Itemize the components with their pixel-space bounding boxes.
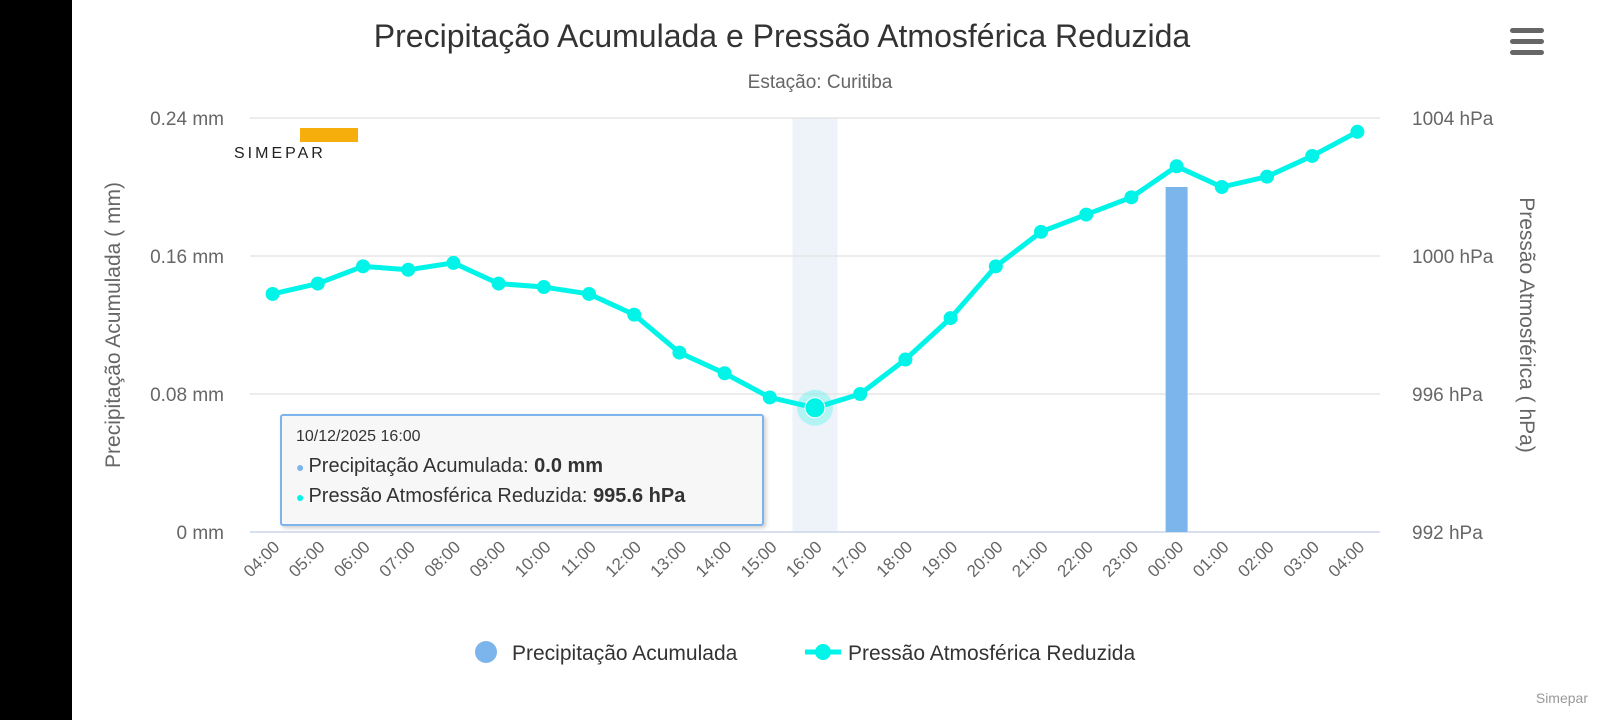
pressure-point [1124,190,1139,205]
chart-title: Precipitação Acumulada e Pressão Atmosfé… [374,18,1191,54]
x-tick-label: 07:00 [376,537,420,581]
tooltip: 10/12/2025 16:00 ● Precipitação Acumulada… [280,414,764,526]
tooltip-precip-value: 0.0 mm [534,455,604,477]
x-tick-label: 14:00 [692,537,736,581]
y-left-tick-label: 0.24 mm [150,109,224,130]
x-tick-label: 08:00 [421,537,465,581]
pressure-point [1034,224,1048,239]
tooltip-pressure-value: 995.6 hPa [593,485,686,507]
pressure-point [265,286,280,301]
pressure-point [898,352,913,367]
pressure-point [491,276,506,291]
y-left-tick-label: 0.08 mm [150,385,224,406]
x-tick-label: 18:00 [873,537,917,581]
x-tick-label: 21:00 [1008,537,1052,581]
x-tick-label: 12:00 [602,537,646,581]
x-tick-label: 03:00 [1280,537,1324,581]
x-tick-label: 23:00 [1099,537,1143,581]
pressure-point [672,345,687,360]
pressure-point [1214,180,1229,194]
pressure-point [582,286,596,301]
x-tick-label: 15:00 [737,537,781,581]
x-tick-label: 06:00 [330,537,374,581]
x-tick-label: 19:00 [918,537,962,581]
pressure-point [1079,207,1094,222]
y-right-axis-title: Pressão Atmosférica ( hPa) [1515,197,1538,453]
pressure-point [717,366,732,381]
legend-pressure[interactable]: Pressão Atmosférica Reduzida [848,642,1135,665]
legend-precip[interactable]: Precipitação Acumulada [512,642,738,665]
tooltip-pressure-label: Pressão Atmosférica Reduzida: [308,485,594,507]
y-right-tick-label: 1000 hPa [1412,247,1494,268]
x-tick-label: 10:00 [511,537,555,581]
logo-mark [300,128,358,142]
y-right-tick-label: 1004 hPa [1412,109,1494,130]
pressure-point [853,387,868,401]
tooltip-precip-label: Precipitação Acumulada: [308,455,535,477]
credit-link[interactable]: Simepar [1535,690,1588,706]
y-left-tick-label: 0 mm [177,523,225,544]
y-right-tick-label: 992 hPa [1412,523,1483,544]
pressure-point [446,255,461,270]
pressure-point [1169,159,1184,174]
pressure-point [627,307,642,322]
pressure-dot-icon: ● [296,489,305,505]
x-tick-label: 05:00 [285,537,329,581]
precip-bar [1165,187,1188,532]
hover-band [792,118,838,532]
simepar-logo: SIMEPAR [234,145,326,162]
pressure-point [988,259,1003,274]
pressure-point-active [804,397,826,419]
x-tick-label: 04:00 [240,537,284,581]
legend-precip-icon [475,641,497,663]
x-tick-label: 20:00 [963,537,1007,581]
pressure-point [1350,124,1365,139]
hamburger-menu-icon[interactable] [1510,28,1544,58]
precip-dot-icon: ● [296,459,305,475]
pressure-point [536,280,551,295]
x-tick-label: 16:00 [782,537,826,581]
tooltip-precip-row: ● Precipitação Acumulada: 0.0 mm [296,452,748,482]
pressure-point [1305,148,1320,163]
pressure-point [401,262,416,277]
x-tick-label: 22:00 [1054,537,1098,581]
x-tick-label: 17:00 [828,537,872,581]
legend-pressure-icon [815,644,831,660]
x-tick-label: 13:00 [647,537,691,581]
y-right-tick-label: 996 hPa [1412,385,1483,406]
x-tick-label: 11:00 [557,537,600,580]
y-left-axis-title: Precipitação Acumulada ( mm) [102,182,125,468]
x-tick-label: 01:00 [1189,537,1233,581]
x-tick-label: 04:00 [1325,537,1369,581]
pressure-point [762,390,777,405]
pressure-point [310,276,325,291]
tooltip-pressure-row: ● Pressão Atmosférica Reduzida: 995.6 hPa [296,482,748,512]
x-tick-label: 02:00 [1234,537,1278,581]
x-tick-label: 00:00 [1144,537,1188,581]
y-left-tick-label: 0.16 mm [150,247,224,268]
tooltip-date: 10/12/2025 16:00 [296,428,421,445]
pressure-point [356,259,370,274]
x-tick-label: 09:00 [466,537,510,581]
pressure-point [1260,169,1274,184]
pressure-point [943,311,958,326]
chart-subtitle: Estação: Curitiba [748,72,893,93]
